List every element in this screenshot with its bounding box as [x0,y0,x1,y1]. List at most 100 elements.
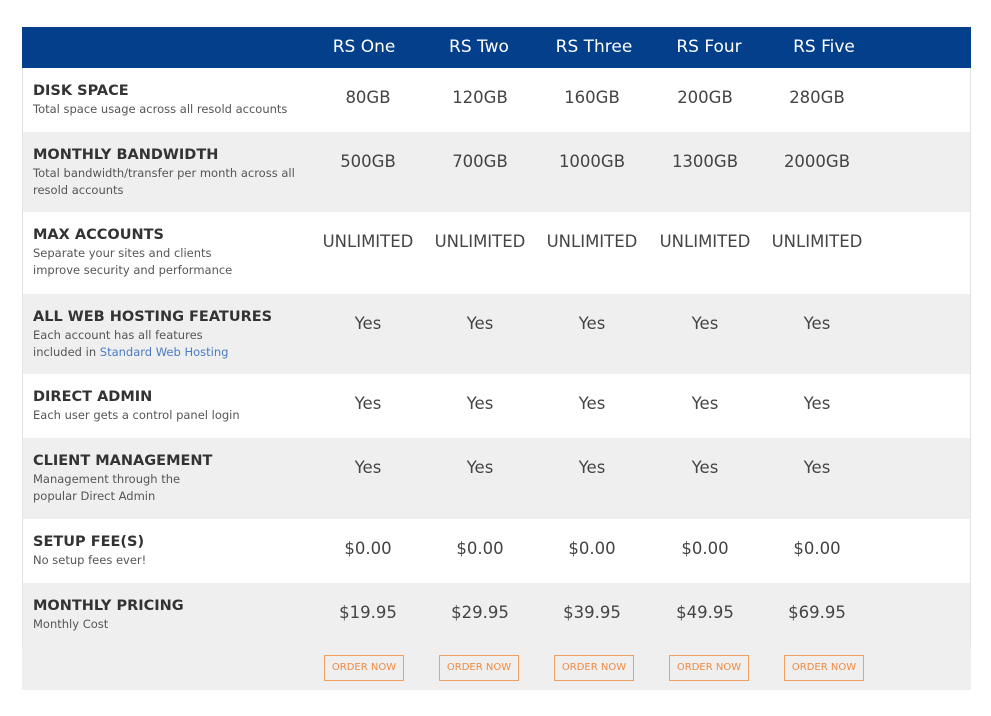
cell-value: Yes [466,314,494,333]
description-text: popular Direct Admin [33,489,156,503]
cell-value: $39.95 [563,603,621,622]
cell-value: $29.95 [451,603,509,622]
cell-value: $0.00 [456,539,504,558]
cell-value: Yes [578,314,606,333]
description-line: Separate your sites and clients [33,245,323,262]
cell-value: Yes [466,458,494,477]
description-text: Each account has all features [33,328,203,342]
row-title: CLIENT MANAGEMENT [33,453,213,469]
description-text: Management through the [33,472,181,486]
description-text: Total bandwidth/transfer per month acros… [33,166,295,180]
description-line: included in Standard Web Hosting [33,344,323,361]
description-line: Monthly Cost [33,616,323,633]
order-button[interactable]: ORDER NOW [784,655,864,681]
cell-value: 120GB [452,88,508,107]
cell-value: $49.95 [676,603,734,622]
cell-value: 80GB [345,88,391,107]
cell-value: Yes [691,394,719,413]
cell-value: Yes [691,314,719,333]
table-row: DIRECT ADMIN Each user gets a control pan… [22,374,971,438]
row-title: MAX ACCOUNTS [33,227,164,243]
row-description: Each account has all features included in… [33,327,323,361]
table-row: CLIENT MANAGEMENT Management through the p… [22,438,971,519]
cell-value: 1000GB [558,152,626,171]
cell-value: Yes [354,314,382,333]
description-text: improve security and performance [33,263,233,277]
cell-value: Yes [803,458,831,477]
cell-value: $0.00 [568,539,616,558]
order-button[interactable]: ORDER NOW [324,655,404,681]
cell-value: UNLIMITED [322,232,414,251]
row-description: Separate your sites and clients improve s… [33,245,323,279]
order-button[interactable]: ORDER NOW [554,655,634,681]
cell-value: Yes [578,458,606,477]
description-text: Monthly Cost [33,617,109,631]
description-line: Management through the [33,471,323,488]
plan-name: RS One [332,37,396,57]
plan-name: RS Two [449,37,509,57]
button-row: ORDER NOW ORDER NOW ORDER NOW ORDER NOW ORDE… [22,647,971,690]
row-description: Monthly Cost [33,616,323,633]
cell-value: 280GB [789,88,845,107]
cell-value: 200GB [677,88,733,107]
table-header: RS One RS Two RS Three RS Four RS Five [22,27,971,68]
cell-value: Yes [354,394,382,413]
cell-value: 1300GB [671,152,739,171]
cell-value: Yes [803,394,831,413]
row-description: Total bandwidth/transfer per month acros… [33,165,323,199]
plan-name: RS Five [793,37,855,57]
table-row: MONTHLY PRICING Monthly Cost $19.95 $29.95 $… [22,583,971,647]
cell-value: Yes [354,458,382,477]
table-row: MAX ACCOUNTS Separate your sites and clie… [22,212,971,294]
cell-value: $0.00 [681,539,729,558]
cell-value: $19.95 [339,603,397,622]
description-line: improve security and performance [33,262,323,279]
row-description: Each user gets a control panel login [33,407,323,424]
description-line: No setup fees ever! [33,552,323,569]
plan-name: RS Three [555,37,633,57]
description-text: No setup fees ever! [33,553,147,567]
pricing-table: RS One RS Two RS Three RS Four RS Five DISK … [22,27,971,690]
description-text: Total space usage across all resold acco… [33,102,288,116]
cell-value: $0.00 [793,539,841,558]
cell-value: UNLIMITED [546,232,638,251]
cell-value: Yes [803,314,831,333]
cell-value: $69.95 [788,603,846,622]
description-text: Separate your sites and clients [33,246,212,260]
cell-value: UNLIMITED [434,232,526,251]
row-title: MONTHLY PRICING [33,598,184,614]
description-line: Each account has all features [33,327,323,344]
description-text: included in [33,345,97,359]
cell-value: UNLIMITED [659,232,751,251]
cell-value: Yes [578,394,606,413]
cell-value: Yes [691,458,719,477]
plan-name: RS Four [676,37,742,57]
description-text: Each user gets a control panel login [33,408,240,422]
cell-value: $0.00 [344,539,392,558]
cell-value: UNLIMITED [771,232,863,251]
order-button[interactable]: ORDER NOW [439,655,519,681]
row-description: Management through the popular Direct Adm… [33,471,323,505]
description-line: Each user gets a control panel login [33,407,323,424]
cell-value: 160GB [564,88,620,107]
row-title: MONTHLY BANDWIDTH [33,147,219,163]
link[interactable]: Standard Web Hosting [99,345,229,359]
description-line: popular Direct Admin [33,488,323,505]
row-title: SETUP FEE(S) [33,534,145,550]
description-line: resold accounts [33,182,323,199]
row-description: Total space usage across all resold acco… [33,101,323,118]
description-text: resold accounts [33,183,124,197]
table-row: SETUP FEE(S) No setup fees ever! $0.00 $0.0… [22,519,971,583]
description-line: Total bandwidth/transfer per month acros… [33,165,323,182]
table-row: DISK SPACE Total space usage across all r… [22,68,971,132]
row-description: No setup fees ever! [33,552,323,569]
description-line: Total space usage across all resold acco… [33,101,323,118]
order-button[interactable]: ORDER NOW [669,655,749,681]
cell-value: 2000GB [783,152,851,171]
row-title: ALL WEB HOSTING FEATURES [33,309,273,325]
row-title: DISK SPACE [33,83,129,99]
table-row: ALL WEB HOSTING FEATURES Each account has… [22,294,971,374]
table-row: MONTHLY BANDWIDTH Total bandwidth/transfe… [22,132,971,212]
cell-value: 500GB [340,152,396,171]
